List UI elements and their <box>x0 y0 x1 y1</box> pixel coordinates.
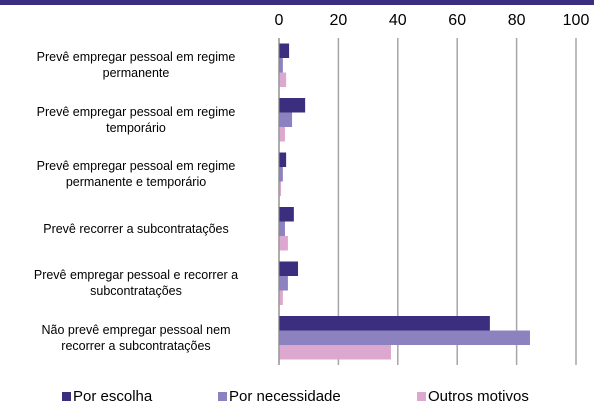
bar <box>279 43 290 58</box>
category-label: Prevê empregar pessoal em regime permane… <box>36 159 236 190</box>
bar <box>279 345 391 360</box>
header-strip <box>0 0 594 5</box>
legend-label: Por necessidade <box>229 388 341 405</box>
bar <box>279 98 306 113</box>
category-label: Não prevê empregar pessoal nem recorrer … <box>41 322 231 353</box>
x-tick-label: 40 <box>389 12 407 29</box>
bar <box>279 330 530 345</box>
legend-swatch <box>218 392 227 401</box>
x-tick-label: 20 <box>330 12 348 29</box>
bar <box>279 167 283 182</box>
legend-swatch <box>417 392 426 401</box>
bar <box>279 127 285 142</box>
x-tick-label: 80 <box>508 12 526 29</box>
category-label: Prevê empregar pessoal em regime permane… <box>36 50 236 81</box>
category-label: Prevê recorrer a subcontratações <box>43 221 229 236</box>
legend-label: Outros motivos <box>428 388 529 405</box>
x-tick-label: 60 <box>448 12 466 29</box>
category-label: Prevê empregar pessoal e recorrer a subc… <box>33 268 239 299</box>
x-tick-label: 0 <box>275 12 284 29</box>
bar <box>279 58 283 73</box>
bar <box>279 181 282 196</box>
legend-swatch <box>62 392 71 401</box>
bar <box>279 236 288 251</box>
bar <box>279 207 294 222</box>
legend-label: Por escolha <box>73 388 153 405</box>
category-label: Prevê empregar pessoal em regime temporá… <box>36 104 236 135</box>
bar <box>279 316 490 331</box>
bar <box>279 261 299 276</box>
bar <box>279 112 293 127</box>
bar <box>279 290 283 305</box>
bar <box>279 72 287 87</box>
bar <box>279 152 287 167</box>
x-tick-label: 100 <box>563 12 590 29</box>
bar <box>279 221 285 236</box>
bar <box>279 276 288 291</box>
